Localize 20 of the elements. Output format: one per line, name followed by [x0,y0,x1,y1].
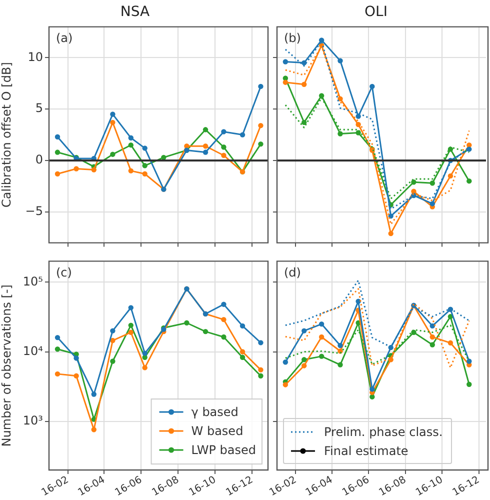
legend-label: W based [191,424,244,438]
y-tick-label: 10 [28,50,43,64]
y-tick-label: 10³ [22,413,44,428]
y-tick-label: 10⁴ [22,344,44,358]
y-axis-title: Calibration offset O [dB] [0,62,14,208]
annotation: (d) [284,265,301,280]
annotation: (a) [56,30,73,45]
legend-label: γ based [191,405,238,420]
annotation: (b) [284,30,301,45]
annotation: Prelim. phase class. [324,424,443,438]
annotation: (c) [56,265,72,280]
chart-title: NSA [120,4,150,20]
chart-title: OLI [364,4,388,20]
y-tick-label: 10⁵ [22,274,44,288]
y-axis-title: Number of observations [-] [0,284,14,447]
legend-label: LWP based [191,443,256,458]
y-tick-label: −5 [25,204,43,218]
y-tick-label: 0 [35,152,43,167]
y-tick-label: 5 [35,101,43,116]
annotation: Final estimate [324,444,408,458]
